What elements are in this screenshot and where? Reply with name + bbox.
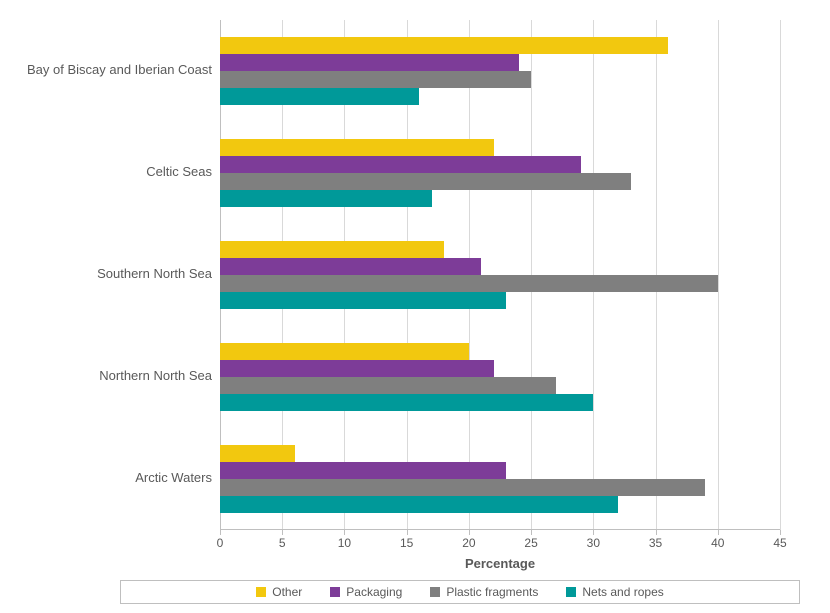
bar: [220, 37, 668, 54]
bar: [220, 173, 631, 190]
x-tick-mark: [718, 530, 719, 535]
x-tick-label: 15: [400, 536, 413, 550]
x-tick-mark: [220, 530, 221, 535]
legend-label: Packaging: [346, 585, 402, 599]
bar-chart: Percentage Other Packaging Plastic fragmen…: [0, 0, 830, 613]
bar: [220, 258, 481, 275]
legend-item: Packaging: [330, 585, 402, 599]
bar: [220, 156, 581, 173]
bar: [220, 479, 705, 496]
category-label: Arctic Waters: [4, 470, 212, 485]
legend-swatch: [566, 587, 576, 597]
bar: [220, 88, 419, 105]
legend-swatch: [256, 587, 266, 597]
legend-label: Plastic fragments: [446, 585, 538, 599]
bar: [220, 360, 494, 377]
x-tick-label: 20: [462, 536, 475, 550]
x-tick-mark: [593, 530, 594, 535]
x-tick-mark: [469, 530, 470, 535]
x-tick-label: 45: [773, 536, 786, 550]
x-tick-mark: [282, 530, 283, 535]
x-tick-mark: [780, 530, 781, 535]
plot-area: [220, 20, 780, 530]
x-axis-line: [220, 529, 780, 530]
x-tick-label: 5: [279, 536, 286, 550]
legend-item: Nets and ropes: [566, 585, 663, 599]
x-tick-label: 40: [711, 536, 724, 550]
category-label: Celtic Seas: [4, 164, 212, 179]
category-label: Southern North Sea: [4, 266, 212, 281]
x-tick-mark: [407, 530, 408, 535]
x-tick-label: 25: [524, 536, 537, 550]
x-axis-label: Percentage: [220, 556, 780, 571]
category-label: Bay of Biscay and Iberian Coast: [4, 62, 212, 77]
x-tick-label: 30: [587, 536, 600, 550]
bar: [220, 462, 506, 479]
gridline: [780, 20, 781, 530]
legend: Other Packaging Plastic fragments Nets and …: [120, 580, 800, 604]
x-tick-mark: [531, 530, 532, 535]
bar: [220, 343, 469, 360]
bar: [220, 190, 432, 207]
x-tick-mark: [656, 530, 657, 535]
category-label: Northern North Sea: [4, 368, 212, 383]
gridline: [718, 20, 719, 530]
bar: [220, 394, 593, 411]
bar: [220, 445, 295, 462]
bar: [220, 377, 556, 394]
legend-label: Other: [272, 585, 302, 599]
bar: [220, 275, 718, 292]
x-tick-label: 0: [217, 536, 224, 550]
legend-swatch: [430, 587, 440, 597]
bar: [220, 139, 494, 156]
bar: [220, 496, 618, 513]
bar: [220, 54, 519, 71]
legend-swatch: [330, 587, 340, 597]
legend-label: Nets and ropes: [582, 585, 663, 599]
bar: [220, 241, 444, 258]
x-tick-label: 35: [649, 536, 662, 550]
bar: [220, 292, 506, 309]
bar: [220, 71, 531, 88]
legend-item: Plastic fragments: [430, 585, 538, 599]
x-tick-mark: [344, 530, 345, 535]
legend-item: Other: [256, 585, 302, 599]
x-tick-label: 10: [338, 536, 351, 550]
